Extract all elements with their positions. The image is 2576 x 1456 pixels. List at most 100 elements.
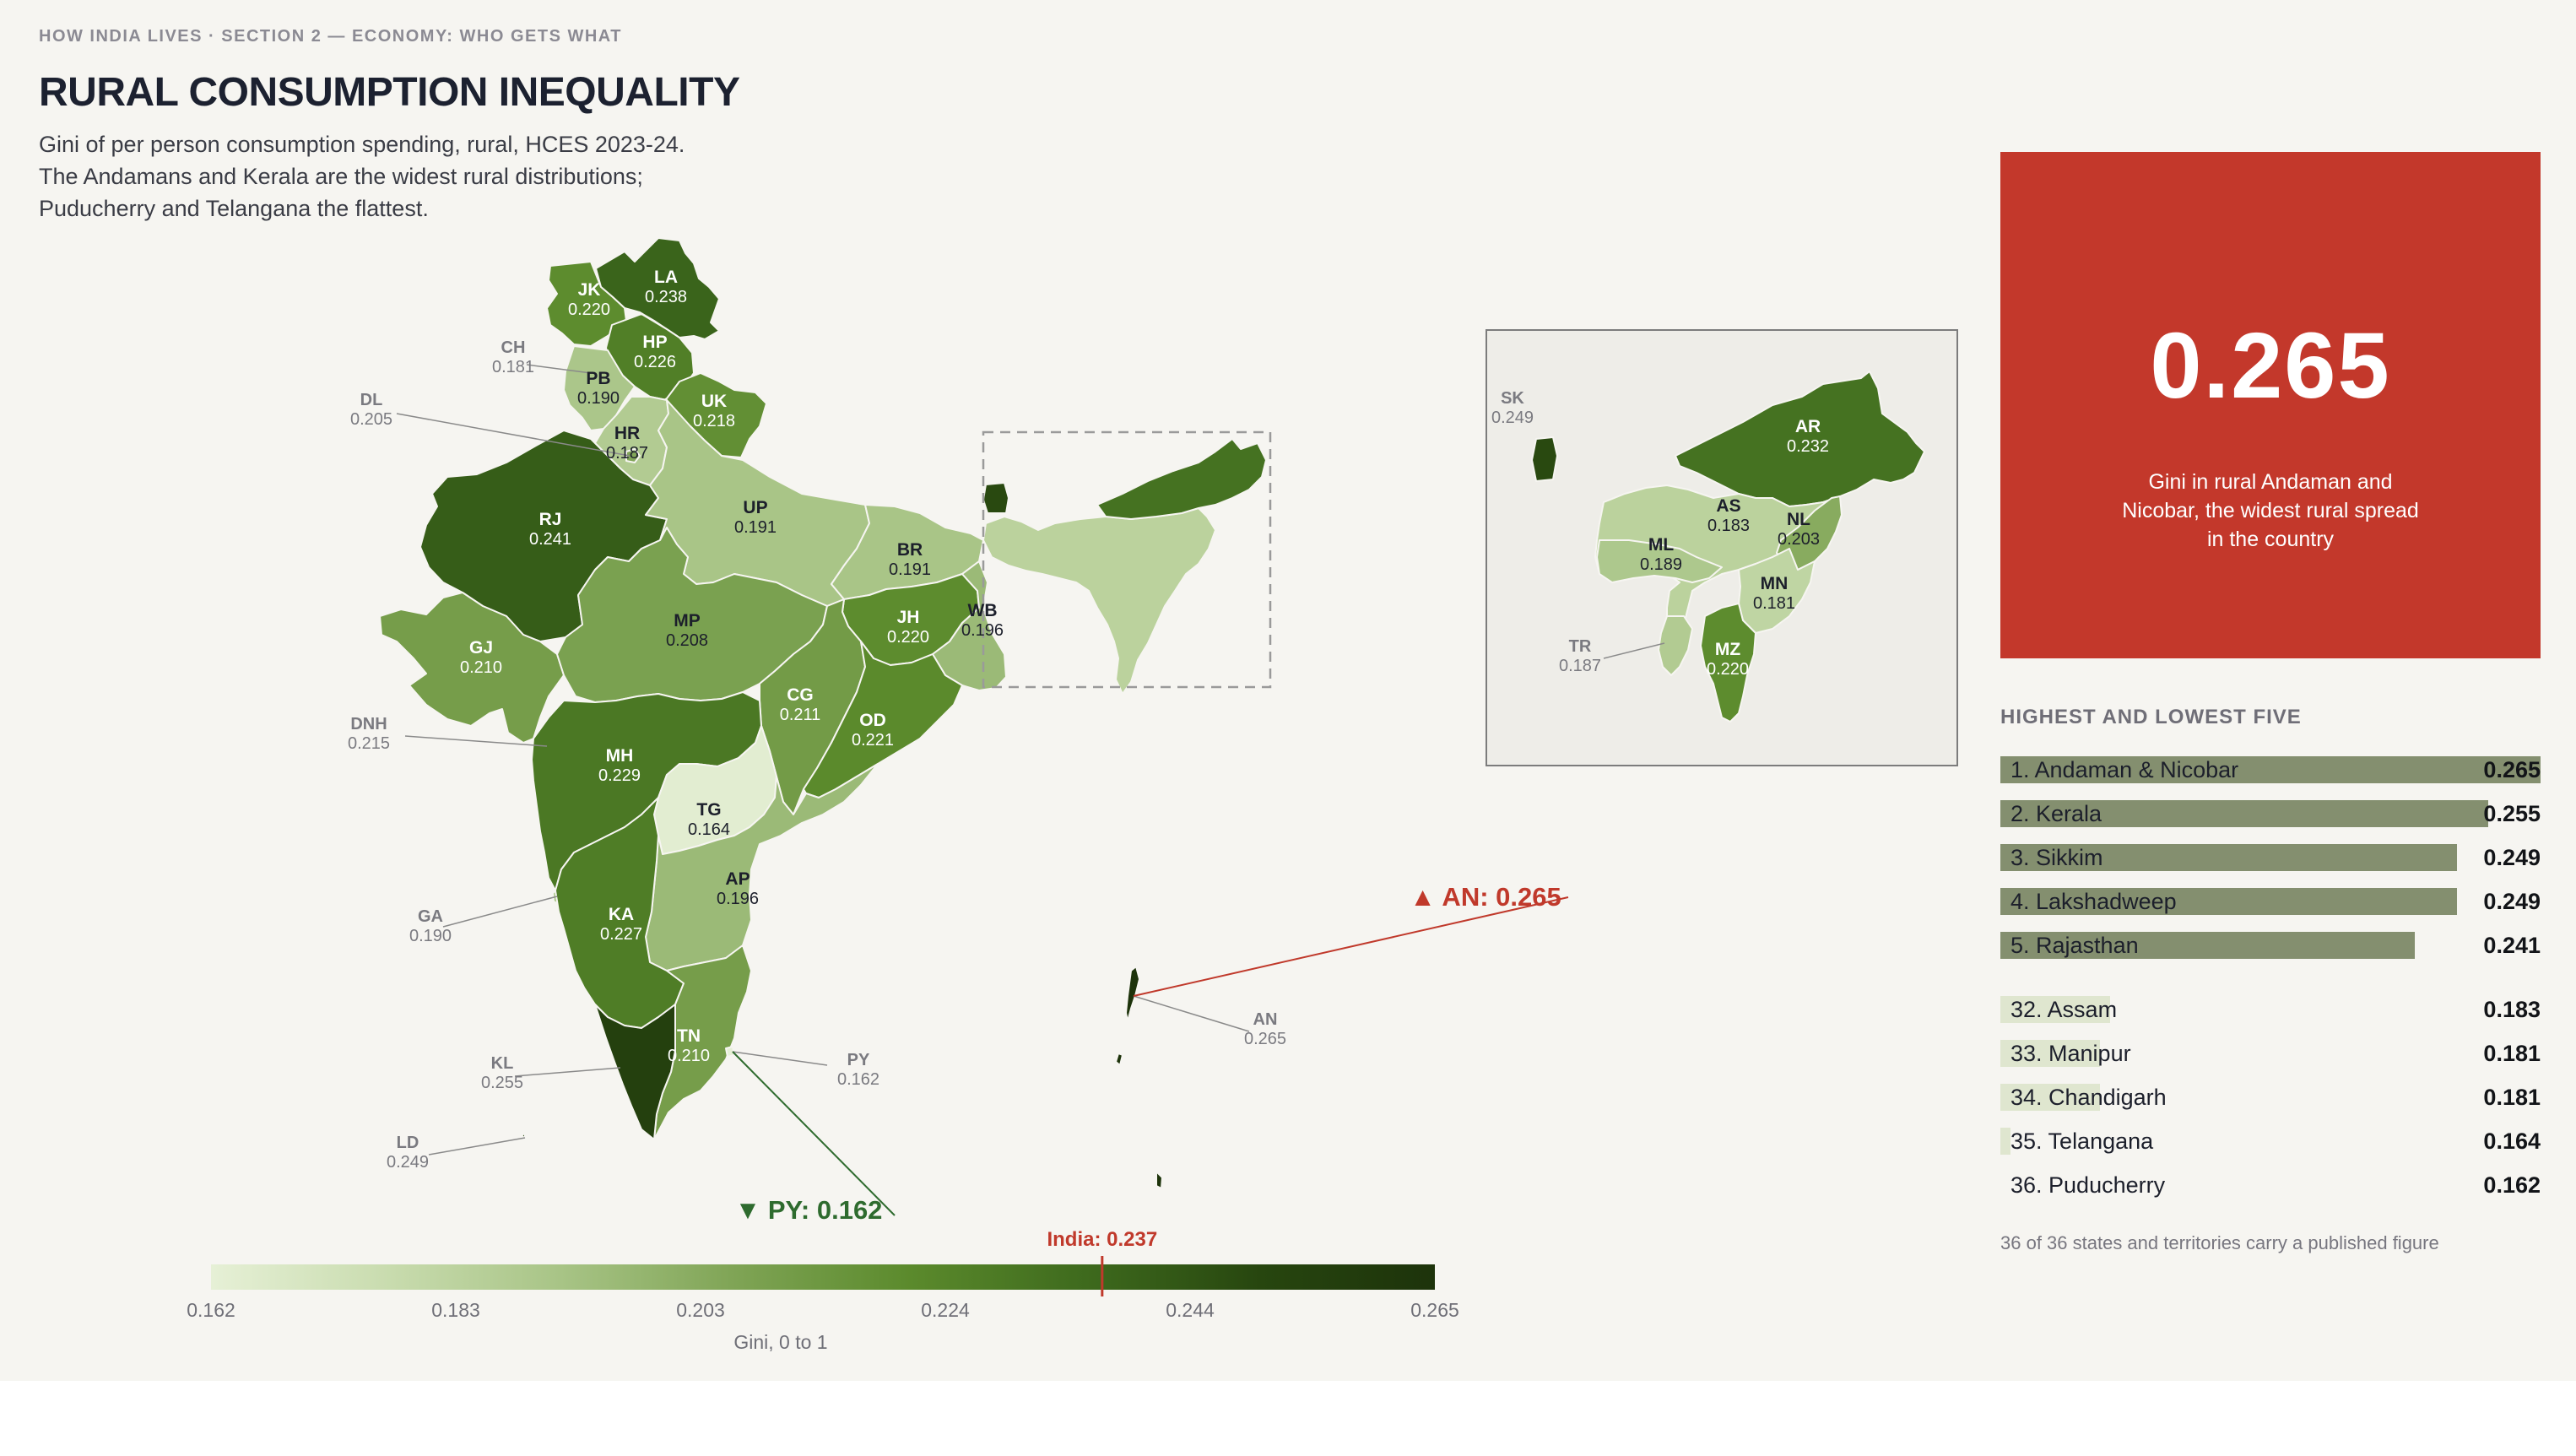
map-label-value-hp: 0.226 bbox=[634, 353, 676, 371]
section-kicker: HOW INDIA LIVES · SECTION 2 — ECONOMY: W… bbox=[39, 27, 622, 46]
ranking-row: 34. Chandigarh 0.181 bbox=[2000, 1079, 2541, 1123]
hero-value: 0.265 bbox=[2150, 314, 2391, 418]
ranking-row: 3. Sikkim 0.249 bbox=[2000, 839, 2541, 883]
state-shape-tr bbox=[1658, 615, 1693, 676]
ranking-label: 36. Puducherry bbox=[2010, 1172, 2166, 1198]
map-label-code-hp: HP bbox=[642, 333, 667, 352]
ranking-row: 4. Lakshadweep 0.249 bbox=[2000, 883, 2541, 927]
state-shape-ka bbox=[555, 797, 685, 1029]
ranking-bar bbox=[2000, 800, 2488, 827]
ranking-label: 3. Sikkim bbox=[2010, 845, 2103, 870]
ranking-row: 5. Rajasthan 0.241 bbox=[2000, 927, 2541, 971]
legend-title: Gini, 0 to 1 bbox=[733, 1331, 827, 1353]
map-label-value-nl: 0.203 bbox=[1778, 530, 1820, 549]
map-label-value-ml: 0.189 bbox=[1640, 555, 1682, 574]
map-label-value-dl: 0.205 bbox=[350, 410, 392, 429]
map-label-value-kl: 0.255 bbox=[481, 1074, 523, 1092]
hero-caption: Gini in rural Andaman and Nicobar, the w… bbox=[2122, 470, 2419, 551]
map-label-value-tg: 0.164 bbox=[688, 820, 730, 839]
map-label-code-ga: GA bbox=[418, 907, 443, 926]
state-shape-dl bbox=[625, 448, 641, 463]
legend-tick-label: 0.183 bbox=[431, 1299, 480, 1321]
leader-line-dnh bbox=[404, 735, 548, 747]
ranking-row: 33. Manipur 0.181 bbox=[2000, 1035, 2541, 1079]
ranking-row: 32. Assam 0.183 bbox=[2000, 991, 2541, 1035]
ranking-label: 1. Andaman & Nicobar bbox=[2010, 757, 2239, 782]
leader-line-an bbox=[1133, 995, 1250, 1032]
ranking-label: 32. Assam bbox=[2010, 997, 2118, 1022]
map-label-value-la: 0.238 bbox=[645, 288, 687, 306]
ranking-value: 0.162 bbox=[2483, 1172, 2541, 1198]
leader-line-dl bbox=[396, 413, 630, 457]
state-shape-jk bbox=[546, 261, 627, 347]
map-label-code-an: AN bbox=[1253, 1010, 1278, 1029]
map-label-value-jh: 0.220 bbox=[887, 628, 929, 647]
map-label-code-up: UP bbox=[743, 498, 767, 517]
ranking-label: 35. Telangana bbox=[2010, 1129, 2154, 1154]
map-label-value-mn: 0.181 bbox=[1753, 594, 1795, 613]
map-label-code-dnh: DNH bbox=[350, 715, 387, 733]
map-label-code-ar: AR bbox=[1795, 417, 1821, 436]
map-label-code-as: AS bbox=[1716, 496, 1740, 516]
ranking-title: HIGHEST AND LOWEST FIVE bbox=[2000, 706, 2302, 728]
state-shape-nearm bbox=[1096, 438, 1267, 520]
legend-gradient-bar bbox=[211, 1264, 1435, 1290]
map-label-code-py: PY bbox=[847, 1051, 870, 1069]
state-shape-la bbox=[595, 237, 720, 340]
map-label-value-hr: 0.187 bbox=[606, 444, 648, 463]
ranking-value: 0.249 bbox=[2483, 845, 2541, 870]
map-label-code-kl: KL bbox=[491, 1054, 514, 1073]
ranking-bar bbox=[2000, 844, 2457, 871]
map-label-value-uk: 0.218 bbox=[693, 412, 735, 430]
map-label-value-od: 0.221 bbox=[852, 731, 894, 750]
map-label-code-nl: NL bbox=[1787, 510, 1810, 529]
map-label-code-tg: TG bbox=[696, 800, 721, 820]
map-label-value-ga: 0.190 bbox=[409, 927, 452, 945]
map-label-code-ch: CH bbox=[501, 338, 526, 357]
map-label-value-mz: 0.220 bbox=[1707, 660, 1749, 679]
map-label-code-dl: DL bbox=[360, 391, 383, 409]
page-background: HOW INDIA LIVES · SECTION 2 — ECONOMY: W… bbox=[0, 0, 2576, 1381]
hero-stat-panel: 0.265 Gini in rural Andaman and Nicobar,… bbox=[2000, 152, 2541, 658]
legend-tick-label: 0.203 bbox=[676, 1299, 725, 1321]
state-shape-kl bbox=[594, 1004, 676, 1140]
map-label-code-rj: RJ bbox=[539, 510, 562, 529]
state-shape-py bbox=[725, 1046, 735, 1058]
subtitle-line: The Andamans and Kerala are the widest r… bbox=[39, 164, 643, 189]
callout-high-label: ▲ AN: 0.265 bbox=[1410, 882, 1561, 912]
ranking-list: 1. Andaman & Nicobar 0.265 2. Kerala 0.255 3… bbox=[2000, 751, 2541, 1210]
map-label-code-tn: TN bbox=[677, 1026, 701, 1046]
map-label-code-la: LA bbox=[654, 268, 678, 287]
ranking-value: 0.249 bbox=[2483, 889, 2541, 914]
leader-line-ga bbox=[442, 896, 558, 928]
map-label-value-mp: 0.208 bbox=[666, 631, 708, 650]
ranking-row: 2. Kerala 0.255 bbox=[2000, 795, 2541, 839]
map-label-value-gj: 0.210 bbox=[460, 658, 502, 677]
ranking-bar bbox=[2000, 1040, 2100, 1067]
ranking-value: 0.183 bbox=[2483, 997, 2541, 1022]
map-label-code-ka: KA bbox=[609, 905, 634, 924]
map-label-value-ka: 0.227 bbox=[600, 925, 642, 944]
leader-line-kl bbox=[514, 1067, 621, 1077]
leader-line-ld bbox=[428, 1137, 526, 1156]
ranking-bar bbox=[2000, 888, 2457, 915]
map-label-code-jk: JK bbox=[578, 280, 601, 300]
ranking-bar bbox=[2000, 996, 2110, 1023]
state-shape-ana bbox=[1125, 966, 1140, 1022]
map-label-value-tn: 0.210 bbox=[668, 1047, 710, 1065]
map-label-value-jk: 0.220 bbox=[568, 300, 610, 319]
callout-low-label: ▼ PY: 0.162 bbox=[735, 1195, 883, 1225]
ranking-value: 0.255 bbox=[2483, 801, 2541, 826]
legend-tick-label: 0.265 bbox=[1410, 1299, 1459, 1321]
map-label-value-rj: 0.241 bbox=[529, 530, 571, 549]
state-shape-skm bbox=[982, 482, 1009, 514]
map-label-code-tr: TR bbox=[1569, 637, 1592, 656]
map-label-code-uk: UK bbox=[701, 392, 727, 411]
ranking-bar bbox=[2000, 932, 2415, 959]
map-label-value-ar: 0.232 bbox=[1787, 437, 1829, 456]
ranking-value: 0.164 bbox=[2483, 1129, 2541, 1154]
ranking-bar bbox=[2000, 1084, 2100, 1111]
map-label-code-sk: SK bbox=[1501, 389, 1524, 408]
ranking-value: 0.265 bbox=[2483, 757, 2541, 782]
